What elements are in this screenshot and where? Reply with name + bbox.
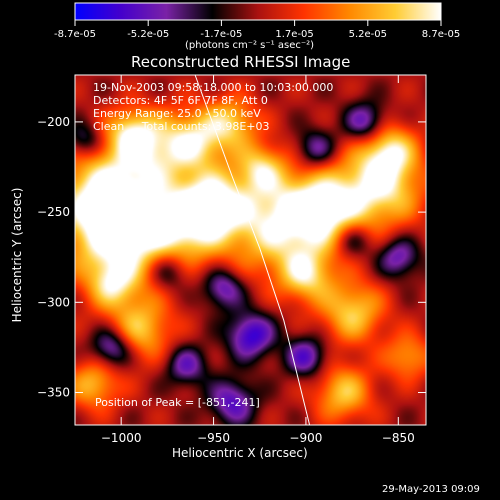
peak-position-label: Position of Peak = [-851,-241] xyxy=(95,396,260,409)
solar-limb-line xyxy=(194,74,311,426)
colorbar-tick-label: -1.7e-05 xyxy=(200,29,242,40)
x-axis-label: Heliocentric X (arcsec) xyxy=(172,446,308,460)
colorbar: -8.7e-05 -5.2e-05 -1.7e-05 1.7e-05 5.2e-05 8.… xyxy=(54,2,460,40)
colorbar-tick-label: -8.7e-05 xyxy=(54,29,96,40)
y-tick-label: −350 xyxy=(37,386,70,400)
colorbar-tick-label: -5.2e-05 xyxy=(127,29,169,40)
x-tick-label: −1000 xyxy=(101,431,142,445)
annotation-time-range: 19-Nov-2003 09:58:18.000 to 10:03:00.000 xyxy=(93,81,334,94)
annotation-detectors: Detectors: 4F 5F 6F 7F 8F, Att 0 xyxy=(93,94,268,107)
colorbar-tick-label: 5.2e-05 xyxy=(349,29,387,40)
y-axis-label: Heliocentric Y (arcsec) xyxy=(10,187,24,323)
y-tick-label: −250 xyxy=(37,205,70,219)
annotation-total-counts: Clean Total counts: 3.98E+03 xyxy=(93,120,270,133)
y-tick-label: −200 xyxy=(37,115,70,129)
colorbar-tick-label: 1.7e-05 xyxy=(275,29,313,40)
colorbar-gradient xyxy=(74,2,442,21)
x-tick-label: −950 xyxy=(197,431,230,445)
heatmap-image xyxy=(75,75,426,425)
colorbar-units: (photons cm⁻² s⁻¹ asec⁻²) xyxy=(185,40,315,51)
plot-frame xyxy=(74,74,427,426)
x-tick-label: −850 xyxy=(382,431,415,445)
footer-timestamp: 29-May-2013 09:09 xyxy=(382,484,480,495)
y-tick-label: −300 xyxy=(37,295,70,309)
annotation-energy-range: Energy Range: 25.0 - 50.0 keV xyxy=(93,107,261,120)
chart-title: Reconstructed RHESSI Image xyxy=(131,53,351,71)
x-tick-label: −900 xyxy=(289,431,322,445)
colorbar-tick-label: 8.7e-05 xyxy=(422,29,460,40)
